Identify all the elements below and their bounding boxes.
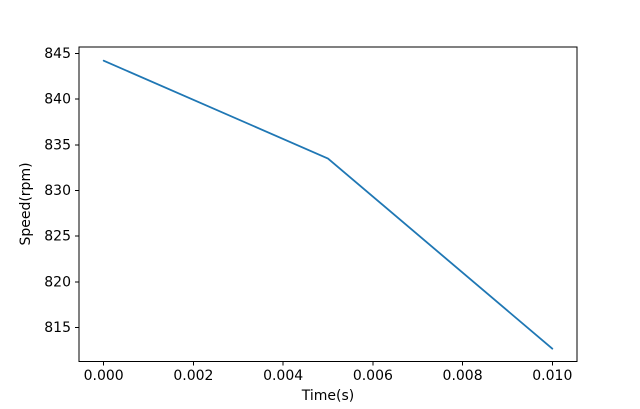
y-tick-label: 825 — [44, 229, 71, 245]
y-tick-label: 845 — [44, 46, 71, 62]
y-tick-label: 815 — [44, 320, 71, 336]
y-tick-label: 840 — [44, 92, 71, 108]
y-tick-label: 835 — [44, 137, 71, 153]
x-tick-label: 0.002 — [173, 368, 213, 384]
plot-area-group: 0.000 0.002 0.004 0.006 0.008 0.010 815 820 825 8… — [44, 46, 578, 384]
x-tick-label: 0.008 — [443, 368, 483, 384]
plot-border — [78, 46, 578, 362]
y-axis-label: Speed(rpm) — [18, 162, 34, 245]
x-tick-label: 0.010 — [532, 368, 572, 384]
speed-series-line — [102, 59, 554, 350]
x-tick-label: 0.000 — [84, 368, 124, 384]
y-tick-label: 820 — [44, 274, 71, 290]
y-tick-label: 830 — [44, 183, 71, 199]
x-axis-label: Time(s) — [301, 388, 354, 404]
x-tick-label: 0.004 — [263, 368, 303, 384]
x-tick-label: 0.006 — [353, 368, 393, 384]
